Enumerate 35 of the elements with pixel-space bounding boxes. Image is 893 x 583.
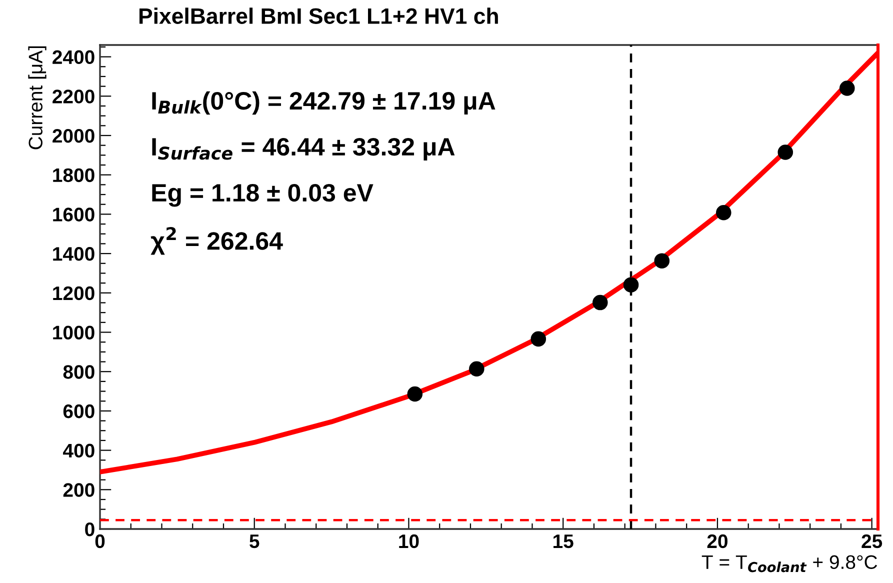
point bbox=[469, 361, 484, 376]
point bbox=[654, 253, 670, 268]
point bbox=[623, 277, 639, 292]
y-tick-label: 1400 bbox=[53, 247, 94, 261]
y-tick-label: 1200 bbox=[53, 286, 94, 300]
x-tick-label: 5 bbox=[250, 534, 260, 548]
x-tick-label: 20 bbox=[707, 534, 728, 548]
annotation: χ$^{2}$ = 262.64 bbox=[150, 227, 283, 255]
y-tick-label: 0 bbox=[85, 522, 94, 536]
point bbox=[530, 331, 546, 347]
y-tick-label: 600 bbox=[63, 404, 94, 418]
point bbox=[839, 80, 855, 96]
point bbox=[592, 294, 608, 310]
y-tick-label: 2400 bbox=[52, 50, 94, 64]
annotation: Eg = 1.18 ± 0.03 eV bbox=[152, 184, 374, 207]
x-tick-label: 25 bbox=[862, 534, 882, 548]
y-tick-label: 200 bbox=[63, 483, 94, 497]
annotation: I$_{Surface}$ = 46.44 ± 33.32 μA bbox=[152, 138, 455, 160]
x-tick-label: 10 bbox=[399, 534, 419, 548]
y-tick-label: 400 bbox=[62, 444, 94, 458]
y-tick-label: 1800 bbox=[53, 168, 94, 182]
y-tick-label: 2000 bbox=[52, 128, 94, 143]
point bbox=[407, 386, 423, 402]
chart-title: PixelBarrel BmI Sec1 L1+2 HV1 ch bbox=[139, 8, 498, 24]
y-tick-label: 1000 bbox=[53, 326, 94, 340]
point bbox=[716, 204, 732, 220]
y-axis-title: Current [μA] bbox=[28, 46, 46, 150]
y-tick-label: 1600 bbox=[53, 208, 94, 222]
x-axis-title: T = T$_{Coolant}$ + 9.8°C bbox=[702, 555, 878, 572]
x-tick-label: 0 bbox=[95, 534, 105, 548]
annotation: I$_{Bulk}$(0°C) = 242.79 ± 17.19 μA bbox=[152, 91, 496, 115]
x-tick-label: 15 bbox=[554, 534, 574, 548]
y-tick-label: 800 bbox=[63, 365, 94, 379]
y-tick-label: 2200 bbox=[52, 90, 94, 104]
point bbox=[778, 144, 794, 160]
